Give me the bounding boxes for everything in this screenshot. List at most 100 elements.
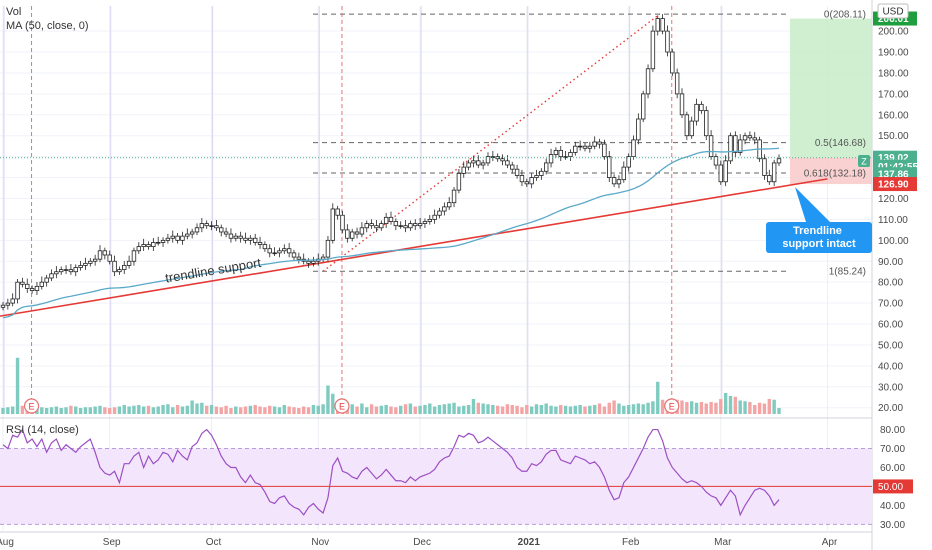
candle xyxy=(437,207,442,219)
candle-body xyxy=(160,239,166,243)
candle-body xyxy=(432,214,437,220)
volume-bar xyxy=(505,404,510,414)
candle-body xyxy=(369,223,374,227)
candle xyxy=(422,218,428,228)
volume-bar xyxy=(311,405,316,414)
earnings-marker-circle xyxy=(23,398,40,414)
candle-body xyxy=(626,156,631,168)
candle-body xyxy=(88,260,93,264)
candle xyxy=(180,231,185,245)
earnings-marker[interactable]: E xyxy=(334,398,350,414)
candle-body xyxy=(364,223,369,229)
price-tick-label: 170.00 xyxy=(878,89,909,100)
candle-body xyxy=(471,160,476,164)
price-tick-label: 90.00 xyxy=(878,257,903,268)
candle-body xyxy=(223,231,229,235)
price-tick-label: 60.00 xyxy=(878,320,903,331)
volume-bar xyxy=(146,405,151,414)
candle xyxy=(645,64,651,99)
volume-bar xyxy=(350,404,354,414)
price-badge-label: 137.86 xyxy=(878,170,909,181)
volume-bar xyxy=(78,408,83,414)
volume-bar xyxy=(258,406,262,414)
volume-bar xyxy=(646,402,650,414)
candle-body xyxy=(272,252,277,255)
volume-bar xyxy=(602,406,607,414)
time-tick-label: Dec xyxy=(413,537,431,548)
volume-bar xyxy=(302,406,306,414)
candle-body xyxy=(238,235,243,239)
volume-bar xyxy=(510,405,514,414)
candle-body xyxy=(607,156,612,178)
candle-body xyxy=(650,30,656,70)
candle-body xyxy=(54,271,59,275)
volume-bar xyxy=(568,406,573,414)
candle xyxy=(573,141,578,156)
volume-bar xyxy=(74,406,78,414)
candle-body xyxy=(349,231,355,239)
candle xyxy=(568,149,573,162)
candle-body xyxy=(451,189,457,204)
candle xyxy=(68,263,74,275)
rsi-band xyxy=(0,448,872,525)
price-tick-label: 70.00 xyxy=(878,299,903,310)
candle xyxy=(728,132,733,164)
volume-bar xyxy=(243,406,248,414)
auto-scale-button[interactable]: Z xyxy=(858,155,870,167)
candle xyxy=(379,220,384,231)
candle xyxy=(122,261,127,275)
candle xyxy=(335,205,340,220)
candle xyxy=(189,228,195,239)
volume-bar xyxy=(15,357,20,414)
fib-level-label: 1(85.24) xyxy=(829,267,866,278)
candle xyxy=(534,169,539,181)
earnings-marker[interactable]: E xyxy=(23,398,40,414)
candle xyxy=(383,212,389,228)
candle xyxy=(597,138,602,149)
price-badge-bg xyxy=(873,177,917,192)
candle-body xyxy=(733,135,738,153)
candle xyxy=(330,203,335,244)
candle-body xyxy=(427,219,432,222)
volume-bar xyxy=(122,405,126,414)
candle-body xyxy=(422,221,428,224)
candle-body xyxy=(587,145,593,149)
volume-bar xyxy=(44,408,49,414)
chart-overlays: 0(208.11) 0.5(146.68) 0.618(132.18) 1(85.24… xyxy=(0,6,872,414)
candle-body xyxy=(403,225,408,229)
volume-bar xyxy=(132,405,136,414)
candle xyxy=(311,256,316,267)
ma-50-line xyxy=(2,147,780,319)
volume-bar xyxy=(180,406,185,414)
candle-body xyxy=(437,210,442,216)
volume-bar xyxy=(549,405,553,414)
candle-body xyxy=(704,110,709,137)
candle-body xyxy=(170,235,175,239)
candle xyxy=(679,88,685,118)
currency-badge[interactable]: USD xyxy=(877,3,909,19)
candle xyxy=(456,168,462,194)
candle xyxy=(592,136,597,150)
volume-bar xyxy=(268,405,272,414)
candle xyxy=(59,266,64,275)
candle-body xyxy=(708,135,714,158)
candle xyxy=(723,155,728,187)
candle xyxy=(146,241,151,250)
candle-body xyxy=(544,162,549,172)
candle xyxy=(655,15,660,36)
candle-body xyxy=(311,260,316,264)
candle-body xyxy=(762,158,767,176)
volume-bar xyxy=(355,406,359,414)
volume-bar xyxy=(622,405,626,414)
price-tick-label: 40.00 xyxy=(878,361,903,372)
earnings-marker[interactable]: E xyxy=(664,398,680,414)
volume-bar xyxy=(83,407,88,414)
candle-body xyxy=(553,149,559,155)
volume-bar xyxy=(578,405,582,414)
volume-bar xyxy=(612,400,616,414)
candle xyxy=(112,255,117,277)
candle-body xyxy=(534,175,539,178)
price-tick-label: 50.00 xyxy=(878,340,903,351)
